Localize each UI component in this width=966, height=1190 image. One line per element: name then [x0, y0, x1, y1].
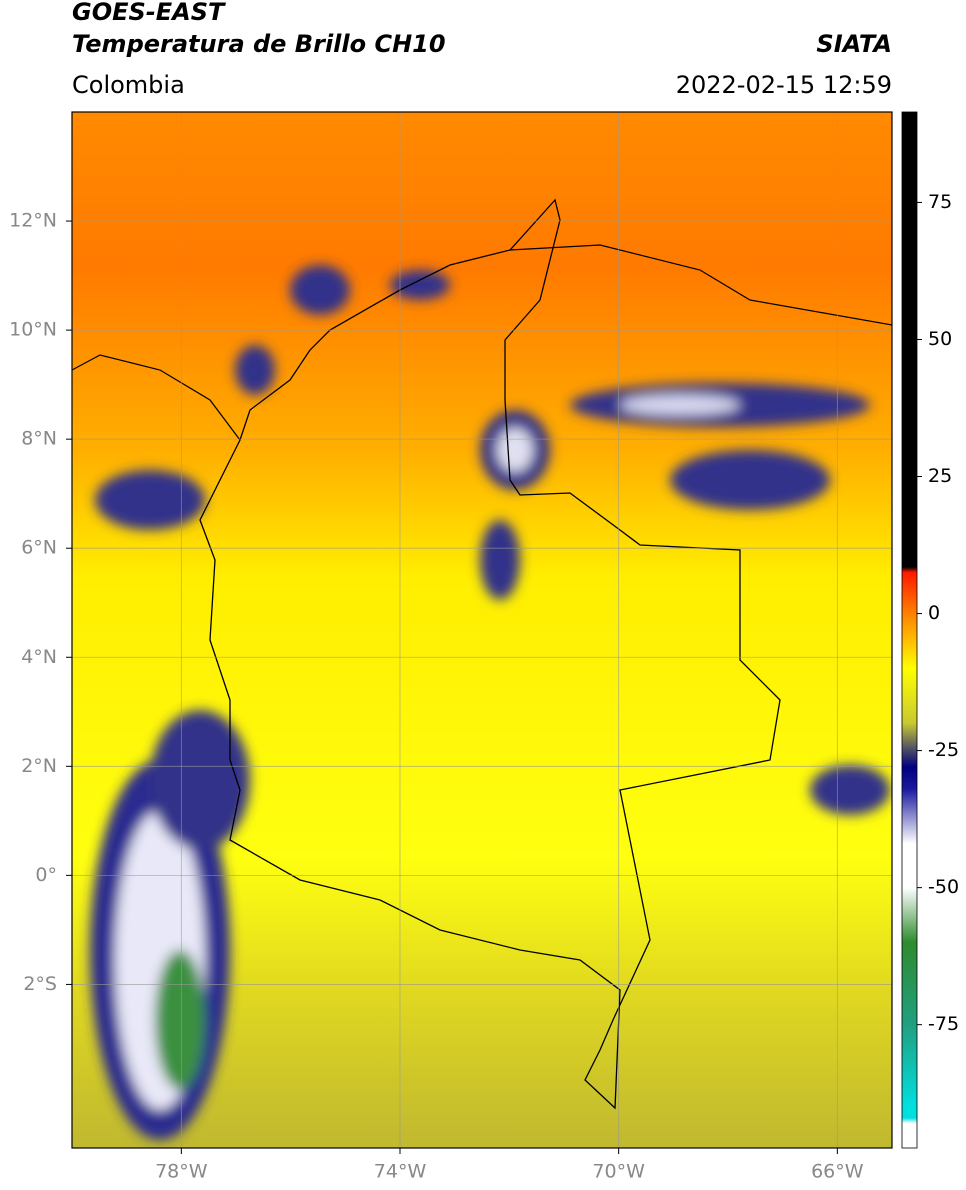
colorbar-tick-label: 75 — [928, 191, 952, 213]
region: Colombia — [72, 71, 185, 99]
colorbar-tick-label: 50 — [928, 328, 952, 350]
title: GOES-EAST — [72, 0, 226, 26]
colorbar-tick-label: -50 — [928, 876, 959, 898]
coastline — [509, 244, 892, 326]
y-tick-label: 4°N — [21, 646, 57, 668]
x-tick-label: 78°W — [155, 1161, 208, 1183]
y-tick-label: 10°N — [9, 319, 57, 341]
grid — [72, 112, 892, 1148]
x-tick-label: 74°W — [374, 1161, 427, 1183]
map-frame — [71, 111, 893, 1149]
y-tick-label: 2°S — [23, 973, 57, 995]
colorbar — [901, 111, 918, 1149]
colorbar-tick-label: -75 — [928, 1013, 959, 1035]
y-tick-label: 2°N — [21, 755, 57, 777]
datetime: 2022-02-15 12:59 — [676, 71, 892, 99]
x-tick-label: 66°W — [811, 1161, 864, 1183]
country-border — [199, 198, 781, 1110]
y-tick-label: 6°N — [21, 537, 57, 559]
colorbar-tick-label: 0 — [928, 602, 940, 624]
y-tick-label: 0° — [35, 864, 57, 886]
clouds — [90, 265, 890, 1140]
map — [72, 112, 892, 1148]
y-tick-label: 12°N — [9, 210, 57, 232]
coastline — [72, 354, 241, 441]
source: SIATA — [816, 30, 892, 58]
colorbar-tick-label: 25 — [928, 465, 952, 487]
subtitle: Temperatura de Brillo CH10 — [72, 30, 446, 58]
y-tick-label: 8°N — [21, 428, 57, 450]
x-tick-label: 70°W — [592, 1161, 645, 1183]
colorbar-tick-label: -25 — [928, 739, 959, 761]
